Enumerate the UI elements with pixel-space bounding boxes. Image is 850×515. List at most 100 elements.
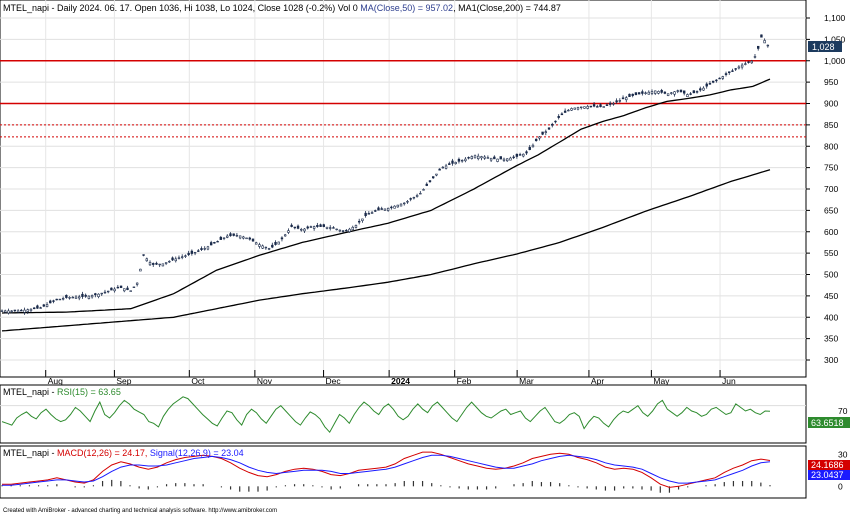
candle-body: [197, 250, 200, 252]
time-axis-label: 2024: [391, 376, 410, 386]
candle-body: [390, 206, 393, 209]
time-axis-label: Aug: [48, 376, 63, 386]
candle-body: [721, 76, 725, 79]
candle-body: [628, 93, 631, 97]
rsi-panel-title: MTEL_napi - RSI(15) = 63.65: [3, 387, 121, 397]
candle-body: [705, 83, 708, 87]
candle-body: [322, 224, 325, 227]
candle-body: [380, 208, 383, 210]
candle-body: [586, 106, 589, 109]
time-axis: Aug Sep Oct Nov Dec 2024 Feb Mar Apr May Jun: [45, 370, 736, 386]
candle-body: [29, 308, 33, 312]
candle-body: [650, 91, 654, 94]
candle-body: [412, 197, 416, 199]
candle-body: [245, 237, 248, 240]
price-axis-label: 450: [824, 291, 838, 301]
candle-body: [251, 238, 255, 242]
time-axis-label: Jun: [722, 376, 736, 386]
candle-body: [184, 255, 187, 257]
candle-body: [506, 158, 509, 162]
candle-body: [525, 151, 528, 154]
candle-body: [534, 138, 538, 141]
candle-body: [438, 168, 441, 171]
candle-body: [544, 131, 548, 133]
candle-body: [753, 56, 757, 58]
candle-body: [87, 295, 91, 299]
candle-body: [213, 241, 216, 244]
candle-body: [190, 250, 194, 254]
candle-body: [132, 286, 136, 288]
candle-body: [374, 210, 377, 212]
candle-body: [757, 45, 760, 49]
candle-body: [673, 91, 676, 95]
candle-body: [618, 100, 622, 102]
candle-body: [428, 180, 432, 183]
candle-body: [280, 237, 284, 240]
macd-badge: 24.1686: [811, 460, 844, 470]
candle-body: [232, 233, 235, 236]
candle-body: [515, 153, 519, 157]
candle-body: [737, 66, 741, 69]
footer-credit: Created with AmiBroker - advanced charti…: [3, 508, 277, 514]
candle-body: [403, 202, 406, 205]
candle-body: [647, 91, 650, 95]
candle-body: [740, 64, 744, 68]
rsi-badge-bg: [808, 417, 850, 428]
candle-body: [422, 189, 425, 191]
price-axis-label: 850: [824, 120, 838, 130]
candle-body: [142, 254, 145, 256]
candle-body: [763, 40, 766, 44]
candle-body: [110, 287, 113, 291]
candle-series: [0, 34, 770, 315]
candle-body: [271, 244, 274, 248]
candle-body: [61, 298, 65, 300]
candle-body: [406, 201, 409, 203]
candle-body: [637, 92, 641, 95]
rsi-series: [0, 396, 806, 434]
candle-body: [692, 90, 696, 94]
candle-body: [393, 205, 396, 209]
candle-body: [750, 60, 753, 64]
candle-body: [309, 226, 313, 228]
candle-body: [431, 176, 435, 179]
candle-body: [32, 307, 36, 310]
candle-body: [106, 290, 110, 293]
candle-body: [90, 295, 94, 298]
candle-body: [126, 287, 129, 291]
price-axis-label: 750: [824, 163, 838, 173]
candle-body: [689, 93, 692, 95]
candle-body: [274, 241, 277, 245]
candle-body: [444, 165, 448, 169]
candle-body: [467, 157, 470, 159]
candle-body: [222, 237, 226, 239]
candle-body: [441, 166, 445, 169]
candle-body: [464, 158, 467, 162]
candle-body: [480, 156, 483, 159]
rsi-badge: 63.6518: [811, 418, 844, 428]
candle-body: [522, 153, 525, 157]
candle-body: [119, 285, 123, 288]
macd-panel-frame: [0, 445, 807, 499]
candle-body: [512, 156, 515, 159]
price-badge-bg: [808, 41, 842, 52]
candle-body: [84, 294, 87, 297]
candle-body: [306, 226, 309, 229]
price-horizontal-lines: [0, 60, 806, 138]
candle-body: [332, 227, 335, 229]
candle-body: [81, 293, 84, 297]
candle-body: [551, 123, 554, 126]
candle-body: [663, 91, 667, 94]
ma50-line: [1, 78, 771, 314]
candle-body: [718, 77, 721, 80]
candle-body: [554, 120, 557, 123]
price-badge: 1,028: [812, 42, 835, 52]
candle-body: [258, 244, 261, 247]
candle-body: [596, 106, 599, 108]
candle-body: [557, 116, 560, 118]
candle-body: [335, 228, 338, 231]
candle-body: [473, 155, 477, 159]
candle-body: [682, 90, 686, 94]
ma200-line: [1, 169, 771, 332]
candle-body: [303, 228, 306, 232]
candle-body: [657, 91, 660, 94]
